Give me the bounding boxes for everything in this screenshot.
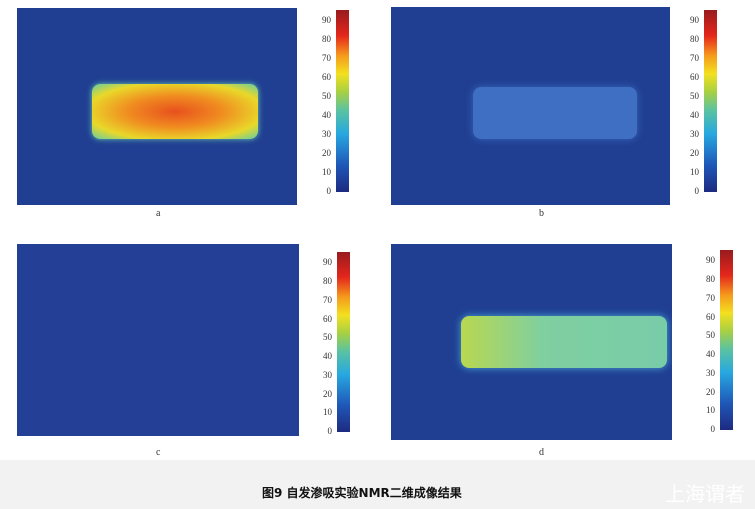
colorbar-tick-label: 90 bbox=[323, 257, 332, 268]
figure-caption: 图9 自发渗吸实验NMR二维成像结果 bbox=[262, 486, 462, 500]
colorbar-tick-label: 20 bbox=[690, 148, 699, 159]
panel-d-image bbox=[391, 244, 672, 440]
sample-medium-signal bbox=[461, 316, 667, 368]
colorbar-tick-label: 20 bbox=[323, 388, 332, 399]
colorbar-tick-label: 60 bbox=[323, 313, 332, 324]
colorbar-tick-label: 30 bbox=[706, 367, 715, 378]
colorbar-tick-label: 0 bbox=[710, 424, 716, 434]
panel-a-image bbox=[17, 8, 297, 205]
colorbar-d bbox=[720, 250, 733, 430]
colorbar-tick-label: 70 bbox=[322, 53, 331, 64]
colorbar-tick-label: 60 bbox=[706, 311, 715, 322]
colorbar-tick-label: 50 bbox=[323, 332, 332, 343]
panel-d-label: d bbox=[539, 447, 544, 458]
colorbar-tick-label: 10 bbox=[690, 167, 699, 178]
panel-c-label: c bbox=[156, 447, 161, 458]
colorbar-tick-label: 90 bbox=[706, 255, 715, 266]
panel-a-label: a bbox=[156, 208, 161, 219]
colorbar-tick-label: 40 bbox=[323, 351, 332, 361]
colorbar-tick-label: 80 bbox=[322, 34, 331, 45]
colorbar-b bbox=[704, 10, 717, 192]
colorbar-a bbox=[336, 10, 349, 192]
colorbar-tick-label: 40 bbox=[690, 110, 699, 121]
colorbar-tick-label: 0 bbox=[327, 426, 333, 436]
colorbar-tick-label: 30 bbox=[690, 129, 699, 140]
caption-bar bbox=[0, 460, 755, 509]
colorbar-tick-label: 60 bbox=[690, 72, 699, 83]
colorbar-tick-label: 0 bbox=[326, 186, 332, 196]
colorbar-tick-label: 40 bbox=[322, 110, 331, 121]
colorbar-tick-label: 0 bbox=[694, 186, 700, 196]
colorbar-tick-label: 90 bbox=[322, 15, 331, 26]
colorbar-tick-label: 80 bbox=[323, 276, 332, 286]
colorbar-tick-label: 70 bbox=[690, 53, 699, 64]
colorbar-tick-label: 60 bbox=[322, 72, 331, 83]
sample-high-signal bbox=[92, 84, 258, 139]
watermark: 上海谓者 bbox=[665, 482, 745, 506]
colorbar-tick-label: 50 bbox=[706, 330, 715, 341]
sample-low-signal bbox=[473, 87, 637, 139]
colorbar-tick-label: 70 bbox=[706, 292, 715, 303]
colorbar-tick-label: 30 bbox=[322, 129, 331, 140]
colorbar-tick-label: 50 bbox=[322, 91, 331, 102]
panel-c-image bbox=[17, 244, 299, 436]
colorbar-tick-label: 80 bbox=[690, 34, 699, 45]
colorbar-tick-label: 80 bbox=[706, 274, 715, 284]
colorbar-tick-label: 20 bbox=[322, 148, 331, 159]
colorbar-tick-label: 70 bbox=[323, 294, 332, 305]
colorbar-tick-label: 40 bbox=[706, 349, 715, 359]
colorbar-tick-label: 10 bbox=[323, 407, 332, 418]
colorbar-tick-label: 10 bbox=[322, 167, 331, 178]
colorbar-tick-label: 20 bbox=[706, 386, 715, 397]
colorbar-c bbox=[337, 252, 350, 432]
colorbar-tick-label: 10 bbox=[706, 405, 715, 416]
colorbar-tick-label: 30 bbox=[323, 369, 332, 380]
panel-b-label: b bbox=[539, 208, 544, 219]
colorbar-tick-label: 50 bbox=[690, 91, 699, 102]
panel-b-image bbox=[391, 7, 670, 205]
colorbar-tick-label: 90 bbox=[690, 15, 699, 26]
